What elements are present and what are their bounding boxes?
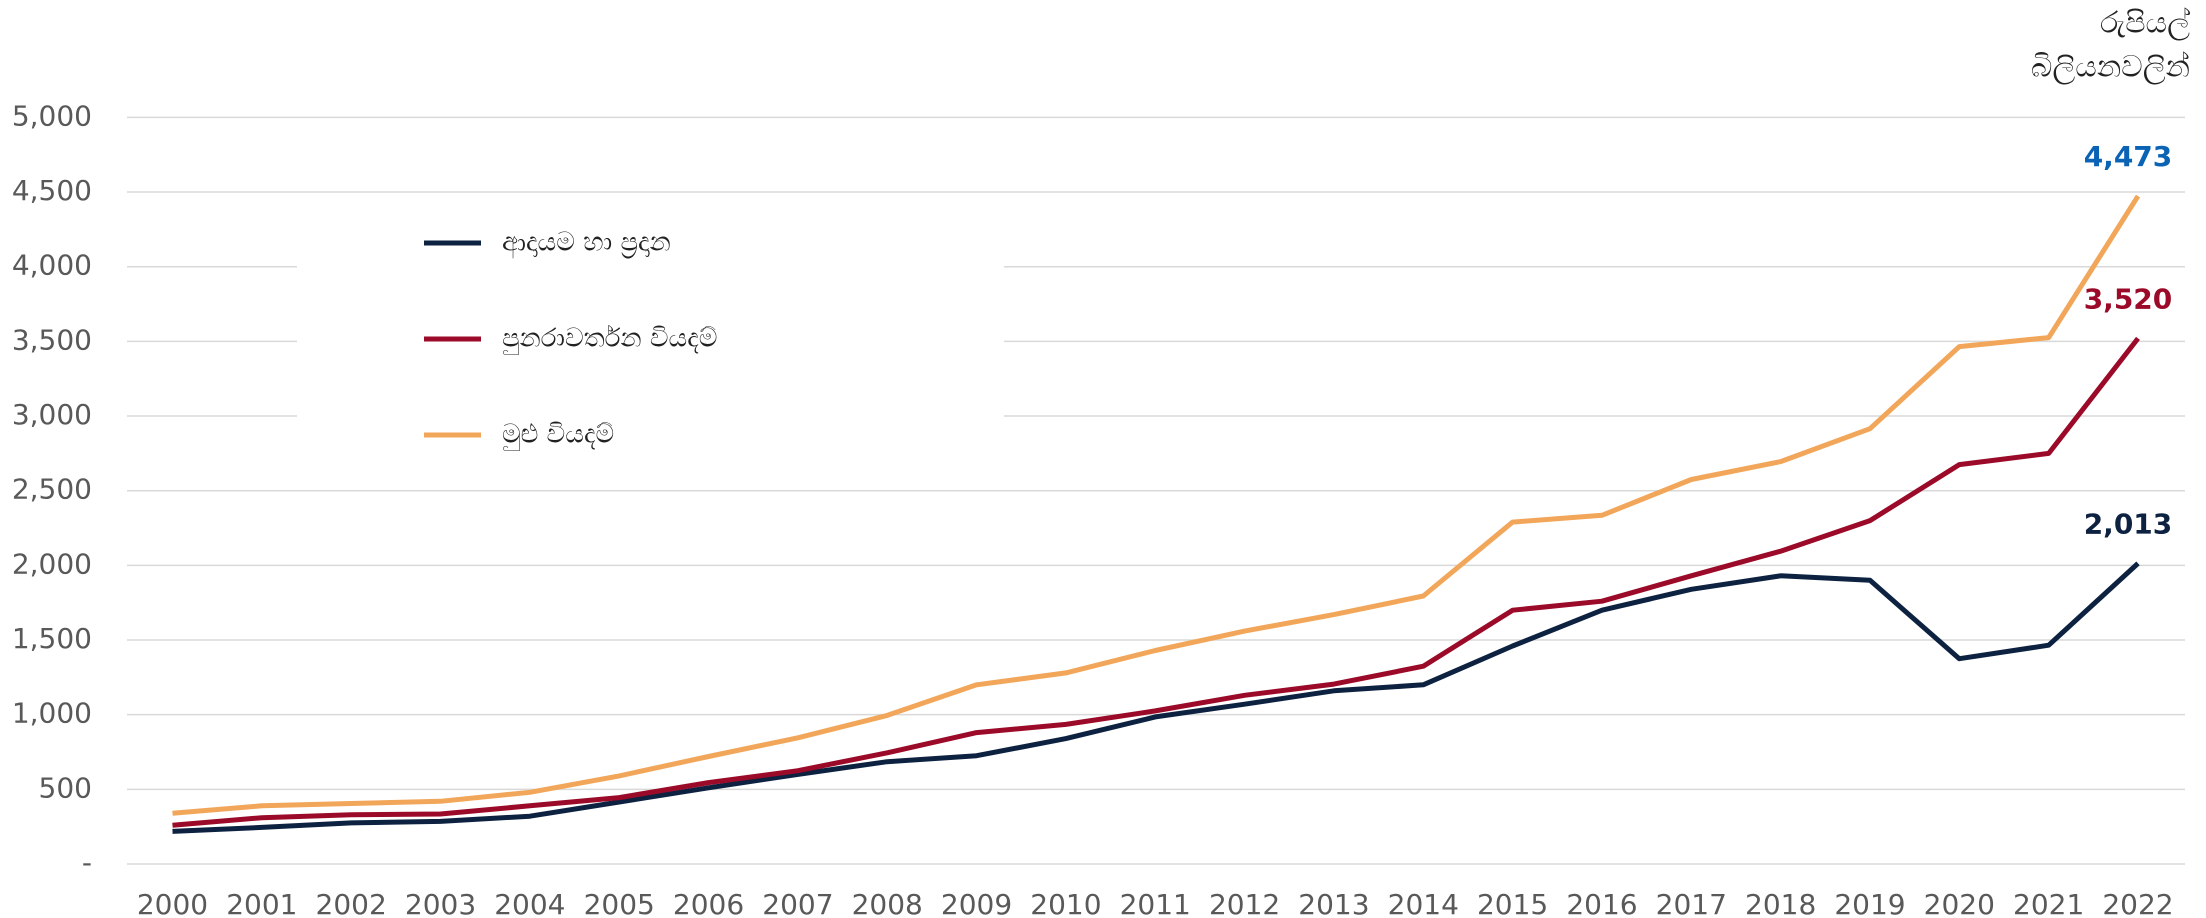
x-tick-label: 2011 — [1120, 888, 1191, 918]
x-tick-label: 2016 — [1566, 888, 1637, 918]
x-tick-label: 2008 — [852, 888, 923, 918]
series-line — [172, 561, 2140, 834]
series-line — [172, 194, 2141, 816]
y-tick-label: 1,000 — [12, 697, 92, 730]
x-tick-label: 2018 — [1745, 888, 1816, 918]
x-tick-label: 2020 — [1924, 888, 1995, 918]
y-tick-label: 3,000 — [12, 398, 92, 431]
x-tick-label: 2013 — [1298, 888, 1369, 918]
x-tick-label: 2001 — [226, 888, 297, 918]
x-tick-label: 2021 — [2013, 888, 2084, 918]
unit-label: බිලියනවලින් — [2031, 50, 2190, 85]
x-tick-label: 2014 — [1388, 888, 1459, 918]
legend-label: ආදායම හා ප්‍රදාන — [502, 228, 671, 260]
x-tick-label: 2004 — [494, 888, 565, 918]
y-tick-label: 1,500 — [12, 622, 92, 655]
x-tick-label: 2005 — [584, 888, 655, 918]
x-tick-label: 2012 — [1209, 888, 1280, 918]
x-tick-label: 2009 — [941, 888, 1012, 918]
x-tick-label: 2006 — [673, 888, 744, 918]
x-tick-label: 2000 — [137, 888, 208, 918]
data-label: 3,520 — [2084, 282, 2173, 315]
x-tick-label: 2022 — [2102, 888, 2173, 918]
x-tick-label: 2007 — [762, 888, 833, 918]
legend-label: පුනරාවර්තන වියදම් — [502, 324, 718, 356]
x-tick-label: 2010 — [1030, 888, 1101, 918]
y-tick-label: 4,500 — [12, 174, 92, 207]
y-tick-label: 2,500 — [12, 473, 92, 506]
legend-label: මුළු වියදම් — [502, 420, 614, 451]
x-tick-label: 2017 — [1656, 888, 1727, 918]
y-tick-label: 2,000 — [12, 547, 92, 580]
y-tick-label: 3,500 — [12, 323, 92, 356]
data-label: 2,013 — [2084, 507, 2173, 540]
legend-box — [297, 212, 1004, 467]
y-tick-label: 500 — [39, 771, 92, 804]
series-line — [172, 336, 2140, 828]
x-tick-label: 2015 — [1477, 888, 1548, 918]
x-tick-label: 2002 — [316, 888, 387, 918]
x-tick-label: 2003 — [405, 888, 476, 918]
data-label: 4,473 — [2084, 140, 2173, 173]
y-tick-label: 5,000 — [12, 99, 92, 132]
y-tick-label: 4,000 — [12, 249, 92, 282]
y-tick-label: - — [82, 846, 92, 879]
unit-label: රුපියල් — [2100, 6, 2190, 41]
x-tick-label: 2019 — [1834, 888, 1905, 918]
